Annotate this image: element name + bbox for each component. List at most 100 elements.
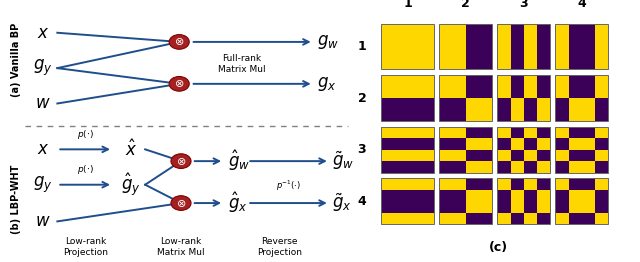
Bar [556,58,568,69]
Bar [440,213,452,224]
Text: 1: 1 [358,40,366,53]
Bar [408,24,420,35]
Text: $\otimes$: $\otimes$ [174,36,184,47]
Text: $\hat{g}_x$: $\hat{g}_x$ [228,191,247,215]
Bar [452,213,466,224]
Bar [524,178,537,190]
Bar [394,161,408,173]
Bar [582,161,595,173]
Bar [556,24,608,69]
Bar [479,213,492,224]
Bar [381,178,434,224]
Circle shape [169,77,189,91]
Bar [537,98,550,110]
Text: $x$: $x$ [36,24,49,42]
Bar [556,87,568,98]
Bar [511,138,524,150]
Text: $w$: $w$ [35,212,51,230]
Bar [479,138,492,150]
Bar [394,98,408,110]
Bar [381,190,394,201]
Bar [479,127,492,138]
Circle shape [171,196,191,210]
Bar [479,178,492,190]
Bar [381,98,394,110]
Bar [537,87,550,98]
Bar [479,24,492,35]
Bar [440,178,492,224]
Bar [511,127,524,138]
Bar [394,190,408,201]
Bar [420,201,434,213]
Bar [440,75,492,121]
Bar [537,110,550,121]
Text: $\otimes$: $\otimes$ [176,198,186,209]
Bar [582,150,595,161]
Bar [452,24,466,35]
Bar [420,178,434,190]
Bar [537,138,550,150]
Bar [440,110,452,121]
Bar [497,161,511,173]
Text: $\hat{g}_w$: $\hat{g}_w$ [228,149,250,173]
Bar [582,98,595,110]
Bar [408,98,420,110]
Bar [556,190,568,201]
Bar [595,127,608,138]
Bar [556,110,568,121]
Bar [511,110,524,121]
Bar [511,58,524,69]
Bar [440,127,452,138]
Bar [440,127,492,173]
Bar [452,127,466,138]
Bar [511,150,524,161]
Bar [394,87,408,98]
Text: $\tilde{g}_x$: $\tilde{g}_x$ [332,192,351,214]
Bar [440,138,452,150]
Bar [595,58,608,69]
Bar [394,201,408,213]
Bar [524,138,537,150]
Bar [511,190,524,201]
Bar [479,35,492,46]
Bar [568,138,582,150]
Circle shape [169,35,189,49]
Bar [497,75,550,121]
Bar [466,138,479,150]
Bar [568,24,582,35]
Bar [420,110,434,121]
Bar [452,58,466,69]
Bar [466,58,479,69]
Text: (b) LBP-WHT: (b) LBP-WHT [11,165,21,234]
Bar [440,178,452,190]
Bar [394,127,408,138]
Bar [556,75,608,121]
Bar [381,127,394,138]
Bar [497,110,511,121]
Bar [420,213,434,224]
Text: $p^{-1}(\cdot)$: $p^{-1}(\cdot)$ [276,179,301,193]
Bar [408,110,420,121]
Bar [595,35,608,46]
Bar [394,138,408,150]
Bar [511,47,524,58]
Bar [524,201,537,213]
Bar [497,178,511,190]
Bar [420,161,434,173]
Bar [381,24,394,35]
Text: (a) Vanilla BP: (a) Vanilla BP [11,23,21,97]
Bar [440,58,452,69]
Bar [511,161,524,173]
Bar [511,24,524,35]
Bar [582,190,595,201]
Bar [568,190,582,201]
Bar [408,47,420,58]
Text: $g_w$: $g_w$ [317,33,339,51]
Bar [440,35,452,46]
Bar [524,47,537,58]
Bar [440,150,452,161]
Bar [556,75,568,87]
Bar [381,35,394,46]
Bar [582,35,595,46]
Bar [440,75,452,87]
